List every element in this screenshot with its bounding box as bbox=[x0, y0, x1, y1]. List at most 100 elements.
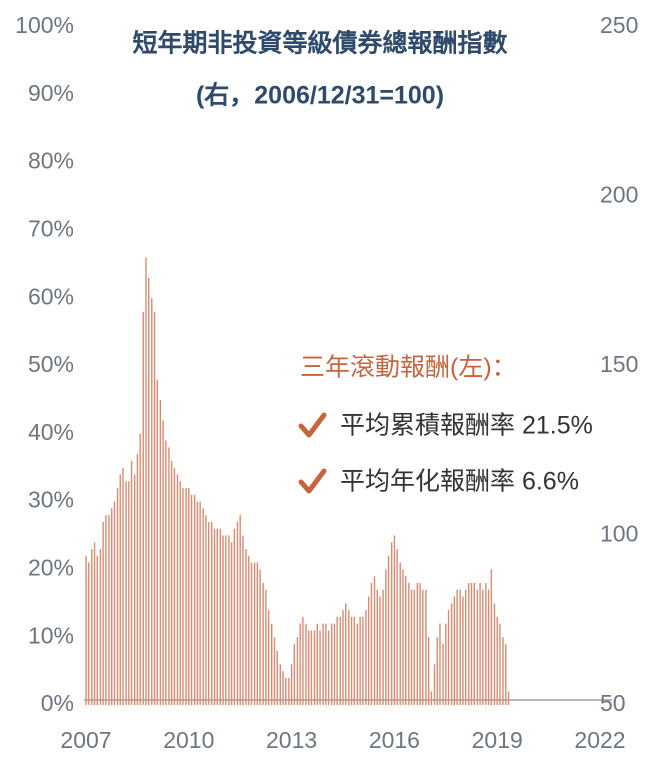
bar bbox=[393, 535, 396, 705]
bar bbox=[390, 542, 393, 705]
bar bbox=[259, 569, 261, 705]
bar bbox=[211, 521, 213, 705]
bar bbox=[205, 515, 207, 705]
bar bbox=[299, 623, 301, 705]
bar bbox=[399, 562, 401, 705]
bar bbox=[85, 555, 87, 705]
bar bbox=[282, 671, 284, 705]
bar bbox=[405, 576, 407, 705]
bar bbox=[139, 433, 141, 705]
bar bbox=[285, 677, 287, 705]
bar bbox=[305, 623, 307, 705]
bar bbox=[473, 582, 475, 705]
bar bbox=[262, 582, 264, 705]
bar bbox=[88, 562, 90, 705]
bar bbox=[385, 569, 387, 705]
bar bbox=[339, 616, 341, 705]
bar bbox=[333, 623, 336, 705]
bar bbox=[499, 623, 501, 705]
bar bbox=[153, 311, 156, 705]
bar bbox=[445, 623, 447, 705]
bar bbox=[433, 664, 436, 705]
bar bbox=[442, 643, 444, 705]
bar bbox=[430, 691, 433, 705]
y-tick-label: 70% bbox=[28, 215, 74, 241]
bar bbox=[136, 454, 139, 705]
bar bbox=[256, 562, 259, 705]
bar bbox=[410, 589, 413, 705]
bar bbox=[373, 576, 376, 705]
bar bbox=[108, 515, 110, 705]
bar bbox=[345, 603, 347, 705]
bar bbox=[196, 501, 199, 705]
bar bbox=[113, 501, 116, 705]
bar bbox=[450, 603, 453, 705]
bar bbox=[419, 582, 421, 705]
bar bbox=[422, 589, 424, 705]
bar bbox=[505, 643, 507, 705]
annotation: 平均年化報酬率 6.6% bbox=[340, 468, 579, 496]
bar bbox=[327, 630, 330, 705]
bar bbox=[490, 569, 493, 705]
bar bbox=[219, 528, 222, 705]
bar bbox=[250, 562, 253, 705]
annotation: 平均累積報酬率 21.5% bbox=[340, 412, 593, 440]
y-tick-label: 0% bbox=[41, 690, 74, 716]
bar bbox=[105, 515, 107, 705]
bar bbox=[93, 542, 96, 705]
bar bbox=[310, 630, 313, 705]
bar bbox=[253, 562, 256, 705]
bar bbox=[128, 481, 130, 705]
bar bbox=[159, 399, 162, 705]
bar bbox=[485, 582, 487, 705]
bar bbox=[342, 610, 344, 705]
y-tick-label: 10% bbox=[28, 622, 74, 648]
bar bbox=[379, 596, 381, 705]
bar bbox=[170, 460, 173, 705]
bar bbox=[245, 549, 247, 705]
bar bbox=[502, 637, 504, 705]
x-tick-label: 2013 bbox=[266, 727, 317, 753]
bar bbox=[353, 616, 356, 705]
bar bbox=[464, 589, 467, 705]
y-tick-label: 90% bbox=[28, 80, 74, 106]
y-tick-label: 80% bbox=[28, 148, 74, 174]
bar bbox=[313, 630, 316, 705]
bar bbox=[427, 637, 430, 705]
bar bbox=[462, 596, 464, 705]
bar bbox=[222, 535, 224, 705]
bar bbox=[319, 630, 321, 705]
bar bbox=[362, 616, 364, 705]
bar bbox=[456, 589, 458, 705]
bar bbox=[190, 494, 193, 705]
bar bbox=[396, 549, 398, 705]
bar bbox=[133, 474, 136, 705]
bar bbox=[239, 515, 241, 705]
bar bbox=[439, 623, 441, 705]
bar bbox=[479, 582, 481, 705]
bar bbox=[468, 582, 470, 705]
bar bbox=[151, 298, 153, 705]
bar bbox=[447, 610, 450, 705]
bar bbox=[119, 474, 121, 705]
bar bbox=[188, 488, 190, 705]
bar bbox=[496, 616, 498, 705]
bar bbox=[356, 623, 359, 705]
bar bbox=[376, 589, 378, 705]
bar bbox=[236, 521, 239, 705]
bar bbox=[148, 277, 150, 705]
bar bbox=[265, 589, 267, 705]
y2-tick-label: 50 bbox=[600, 690, 626, 716]
y2-tick-label: 250 bbox=[600, 12, 638, 38]
bar bbox=[216, 528, 218, 705]
bar bbox=[348, 610, 350, 705]
bar bbox=[402, 569, 404, 705]
bar bbox=[296, 637, 299, 705]
bar bbox=[122, 467, 124, 705]
bar bbox=[459, 589, 461, 705]
bar bbox=[316, 623, 318, 705]
chart-title: 短年期非投資等級債券總報酬指數 bbox=[132, 29, 507, 58]
y-tick-label: 50% bbox=[28, 351, 74, 377]
bar bbox=[408, 582, 410, 705]
annotation-heading: 三年滾動報酬(左)： bbox=[300, 354, 517, 382]
